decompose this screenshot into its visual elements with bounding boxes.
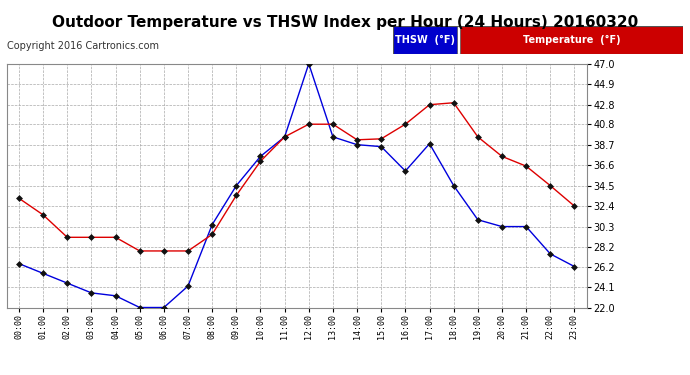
Text: Outdoor Temperature vs THSW Index per Hour (24 Hours) 20160320: Outdoor Temperature vs THSW Index per Ho… [52, 15, 638, 30]
Text: Copyright 2016 Cartronics.com: Copyright 2016 Cartronics.com [7, 41, 159, 51]
Text: THSW  (°F): THSW (°F) [395, 35, 455, 45]
FancyBboxPatch shape [460, 26, 683, 54]
FancyBboxPatch shape [393, 26, 457, 54]
Text: Temperature  (°F): Temperature (°F) [523, 35, 620, 45]
